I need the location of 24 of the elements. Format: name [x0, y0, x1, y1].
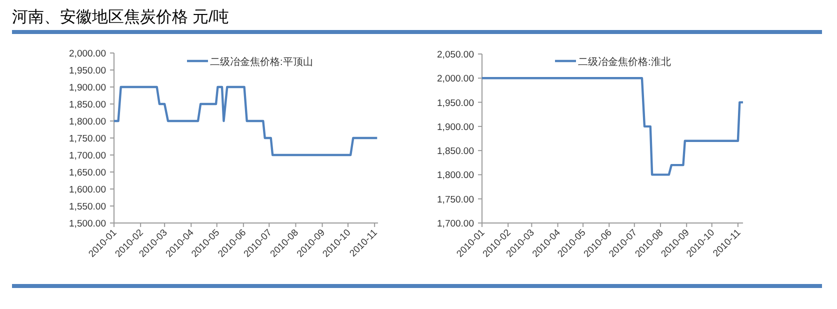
y-tick-label: 1,900.00 — [437, 122, 474, 133]
y-tick-label: 1,600.00 — [69, 184, 106, 196]
y-tick-label: 1,650.00 — [69, 168, 106, 178]
legend-label: 二级冶金焦价格:淮北 — [578, 56, 671, 68]
y-tick-label: 1,750.00 — [69, 134, 106, 144]
y-tick-label: 1,900.00 — [69, 82, 106, 94]
y-tick-label: 1,850.00 — [437, 146, 474, 158]
y-tick-label: 1,800.00 — [69, 116, 106, 128]
y-tick-label: 1,700.00 — [437, 218, 474, 230]
y-tick-label: 1,500.00 — [69, 218, 106, 230]
line-series — [480, 77, 744, 176]
line-series — [112, 86, 378, 156]
chart-title: 河南、安徽地区焦炭价格 元/吨 — [12, 8, 229, 26]
y-tick-label: 2,050.00 — [437, 50, 474, 60]
y-tick-label: 1,950.00 — [69, 66, 106, 76]
legend-label: 二级冶金焦价格:平顶山 — [210, 56, 313, 68]
y-tick-label: 1,800.00 — [437, 170, 474, 182]
y-tick-label: 1,850.00 — [69, 100, 106, 110]
y-tick-label: 1,550.00 — [69, 202, 106, 212]
y-tick-label: 2,000.00 — [69, 48, 106, 60]
y-tick-label: 1,750.00 — [437, 194, 474, 206]
y-tick-label: 2,000.00 — [437, 74, 474, 85]
y-tick-label: 1,950.00 — [437, 98, 474, 109]
y-tick-label: 1,700.00 — [69, 150, 106, 162]
